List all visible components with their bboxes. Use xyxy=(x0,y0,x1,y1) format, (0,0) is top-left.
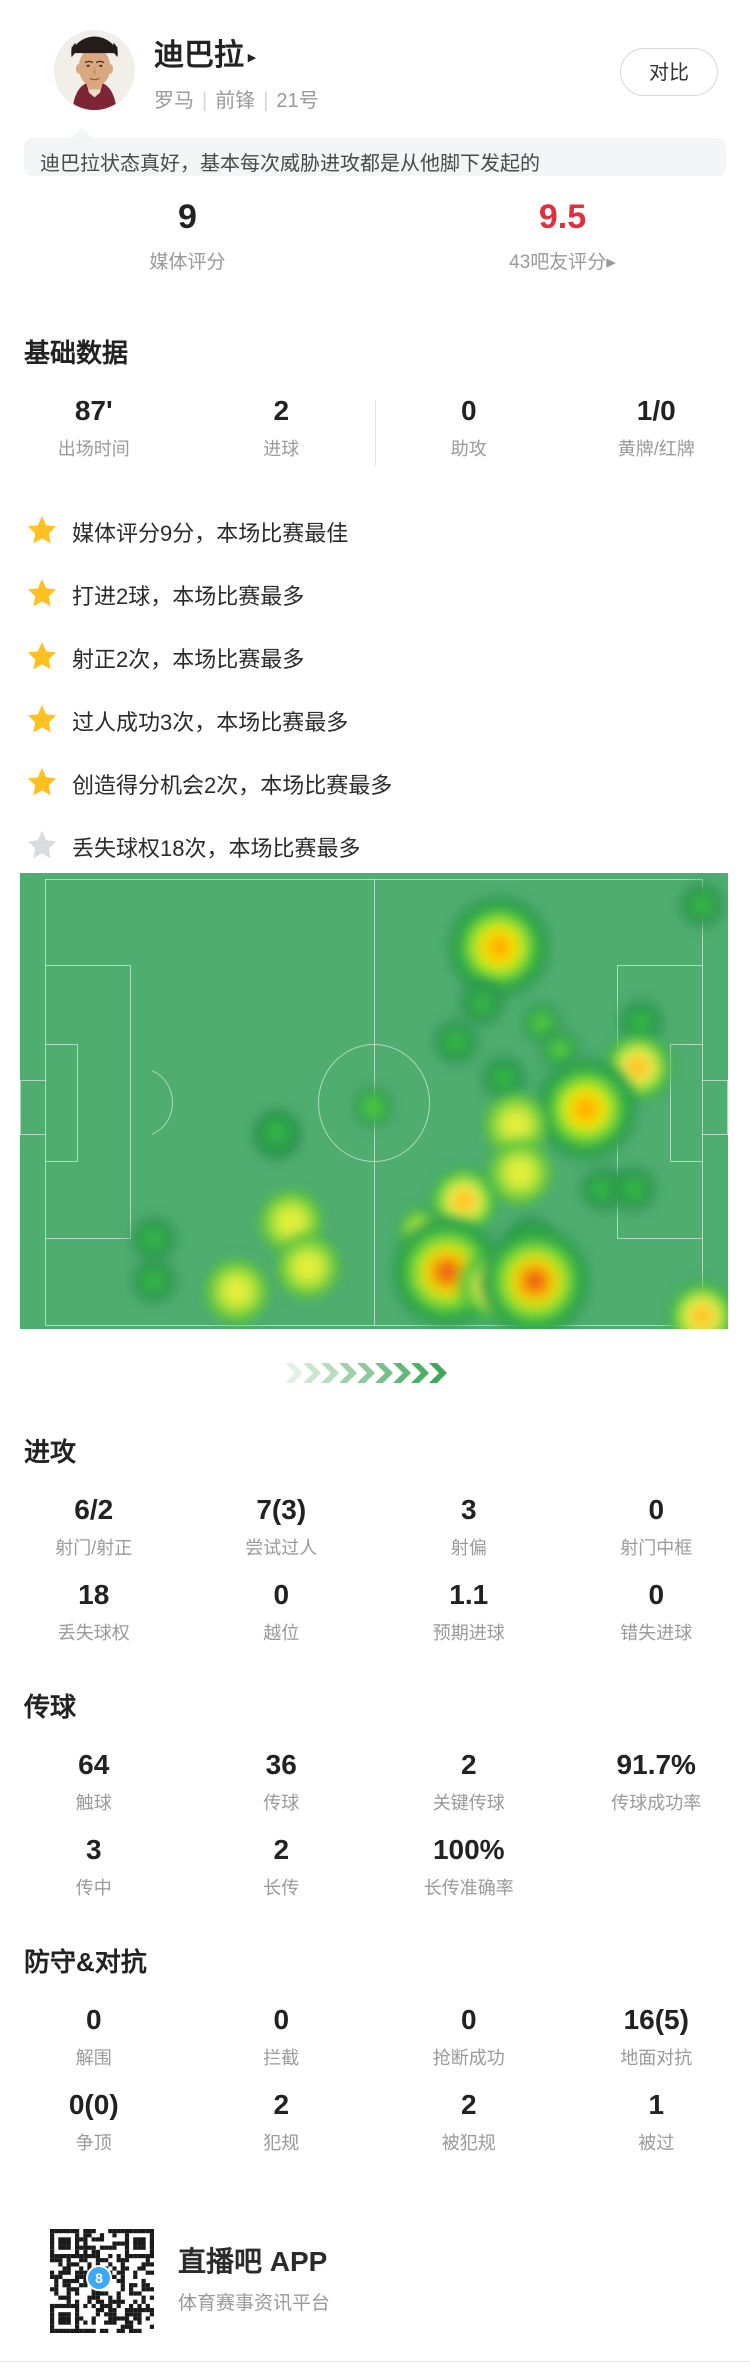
svg-text:8: 8 xyxy=(95,2270,103,2286)
